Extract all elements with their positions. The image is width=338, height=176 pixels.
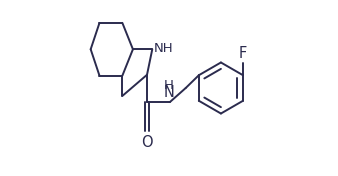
Text: H: H — [164, 79, 174, 92]
Text: N: N — [164, 85, 174, 100]
Text: O: O — [141, 135, 153, 150]
Text: NH: NH — [154, 42, 173, 55]
Text: F: F — [239, 46, 247, 61]
